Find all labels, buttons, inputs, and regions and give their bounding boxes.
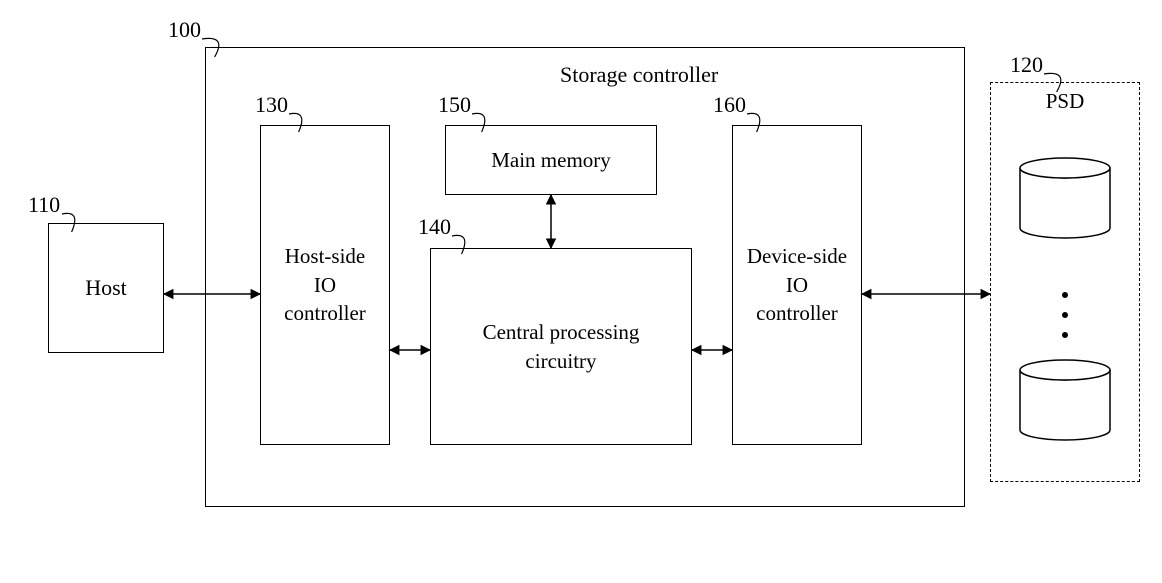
psd-label: PSD [1046,89,1085,114]
main-memory-label: Main memory [491,148,611,173]
device-io-label: Device-side IO controller [747,242,847,327]
host-io-label: Host-side IO controller [284,242,366,327]
storage-controller-label: Storage controller [560,62,718,88]
ref-100: 100 [168,17,201,43]
ref-120: 120 [1010,52,1043,78]
device-io-box: Device-side IO controller [732,125,862,445]
ref-150: 150 [438,92,471,118]
host-label: Host [85,275,127,301]
ref-130: 130 [255,92,288,118]
ref-140: 140 [418,214,451,240]
main-memory-box: Main memory [445,125,657,195]
cpc-box: Central processing circuitry [430,248,692,445]
psd-box: PSD [990,82,1140,482]
host-box: Host [48,223,164,353]
host-io-box: Host-side IO controller [260,125,390,445]
cpc-label: Central processing circuitry [483,318,640,375]
ref-160: 160 [713,92,746,118]
ref-110: 110 [28,192,60,218]
